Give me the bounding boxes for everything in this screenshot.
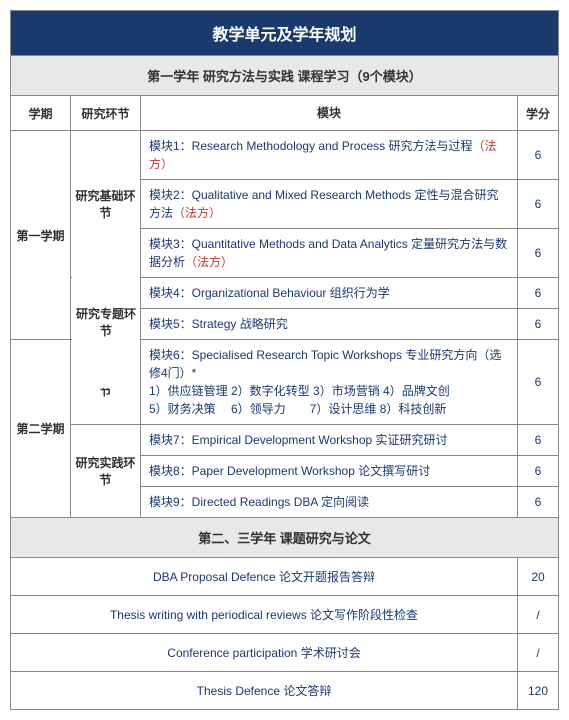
module7-row: 模块7：Empirical Development Workshop 实证研究研…: [141, 425, 558, 456]
module7-credit: 6: [518, 425, 558, 455]
thesis4-credit: 120: [518, 672, 558, 709]
module9-row: 模块9：Directed Readings DBA 定向阅读 6: [141, 487, 558, 517]
column-header-row: 学期 研究环节 模块 学分: [11, 96, 558, 131]
col-module-header: 模块: [141, 96, 518, 130]
phase2-label: 研究专题环节: [71, 340, 141, 424]
module6-text: 模块6：Specialised Research Topic Workshops…: [141, 340, 518, 424]
module4-row: 模块4：Organizational Behaviour 组织行为学 6: [141, 278, 558, 309]
col-module-header-wrap: 模块 学分: [141, 96, 558, 130]
module1-credit: 6: [518, 131, 558, 179]
phase2-label-upper: [71, 278, 141, 339]
col-credit-header: 学分: [518, 96, 558, 130]
module5-row: 模块5：Strategy 战略研究 6: [141, 309, 558, 339]
module8-row: 模块8：Paper Development Workshop 论文撰写研讨 6: [141, 456, 558, 487]
phase1-label: 研究基础环节: [71, 131, 141, 277]
module4-credit: 6: [518, 278, 558, 308]
module6-credit: 6: [518, 340, 558, 424]
thesis2-credit: /: [518, 596, 558, 633]
year23-header: 第二、三学年 课题研究与论文: [11, 518, 558, 558]
thesis3-row: Conference participation 学术研讨会 /: [11, 634, 558, 672]
module1-row: 模块1：Research Methodology and Process 研究方…: [141, 131, 558, 180]
thesis2-label: Thesis writing with periodical reviews 论…: [11, 596, 518, 633]
phase3-label: 研究实践环节: [71, 425, 141, 517]
module2-credit: 6: [518, 180, 558, 228]
module3-credit: 6: [518, 229, 558, 277]
thesis4-label: Thesis Defence 论文答辩: [11, 672, 518, 709]
main-title: 教学单元及学年规划: [11, 11, 558, 56]
thesis4-row: Thesis Defence 论文答辩 120: [11, 672, 558, 709]
module1-text: 模块1：Research Methodology and Process 研究方…: [141, 131, 518, 179]
thesis1-label: DBA Proposal Defence 论文开题报告答辩: [11, 558, 518, 595]
module8-text: 模块8：Paper Development Workshop 论文撰写研讨: [141, 456, 518, 486]
module2-row: 模块2：Qualitative and Mixed Research Metho…: [141, 180, 558, 229]
col-semester-header: 学期: [11, 96, 71, 130]
col-phase-header: 研究环节: [71, 96, 141, 130]
semester1-label: 第一学期: [11, 131, 71, 339]
module5-text: 模块5：Strategy 战略研究: [141, 309, 518, 339]
semester2-label: 第二学期: [11, 340, 71, 517]
module2-text: 模块2：Qualitative and Mixed Research Metho…: [141, 180, 518, 228]
module3-text: 模块3：Quantitative Methods and Data Analyt…: [141, 229, 518, 277]
thesis1-credit: 20: [518, 558, 558, 595]
thesis1-row: DBA Proposal Defence 论文开题报告答辩 20: [11, 558, 558, 596]
semester1-block: 第一学期 研究基础环节 模块1：Research Methodology and…: [11, 131, 558, 340]
module7-text: 模块7：Empirical Development Workshop 实证研究研…: [141, 425, 518, 455]
curriculum-table: 教学单元及学年规划 第一学年 研究方法与实践 课程学习（9个模块） 学期 研究环…: [10, 10, 559, 710]
module9-credit: 6: [518, 487, 558, 517]
thesis2-row: Thesis writing with periodical reviews 论…: [11, 596, 558, 634]
module9-text: 模块9：Directed Readings DBA 定向阅读: [141, 487, 518, 517]
module5-credit: 6: [518, 309, 558, 339]
module8-credit: 6: [518, 456, 558, 486]
module6-row: 模块6：Specialised Research Topic Workshops…: [141, 340, 558, 424]
module4-text: 模块4：Organizational Behaviour 组织行为学: [141, 278, 518, 308]
semester2-block: 第二学期 研究专题环节 模块6：Specialised Research Top…: [11, 340, 558, 518]
year1-header: 第一学年 研究方法与实践 课程学习（9个模块）: [11, 56, 558, 96]
module3-row: 模块3：Quantitative Methods and Data Analyt…: [141, 229, 558, 277]
